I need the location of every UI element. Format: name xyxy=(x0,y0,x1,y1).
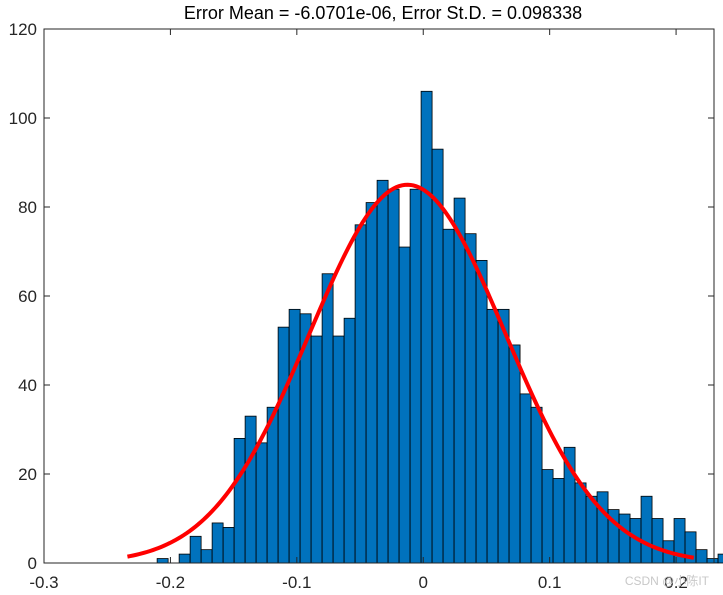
histogram-bar xyxy=(706,558,719,564)
histogram-bar xyxy=(574,482,587,564)
histogram-bar xyxy=(255,442,268,564)
y-tick-label: 20 xyxy=(18,465,37,484)
histogram-bar xyxy=(464,233,477,564)
histogram-bar xyxy=(398,246,411,564)
histogram-bar xyxy=(717,553,723,564)
histogram-bar xyxy=(387,188,400,564)
histogram-bar xyxy=(354,224,367,564)
histogram-bar xyxy=(288,308,301,564)
x-tick-label: 0.1 xyxy=(538,573,562,592)
histogram-bar xyxy=(596,491,609,564)
histogram-bar xyxy=(266,406,279,564)
y-tick-label: 120 xyxy=(9,20,37,39)
histogram-bar xyxy=(475,259,488,564)
y-tick-label: 60 xyxy=(18,287,37,306)
watermark: CSDN @小陈IT xyxy=(624,574,709,588)
histogram-bar xyxy=(508,344,521,564)
histogram-bar xyxy=(343,317,356,564)
histogram-bar xyxy=(618,513,631,564)
y-tick-label: 0 xyxy=(28,554,37,573)
histogram-bar xyxy=(552,478,565,564)
histogram-bar xyxy=(442,228,455,564)
histogram-bar xyxy=(640,495,653,564)
x-tick-label: -0.1 xyxy=(282,573,311,592)
histogram-bar xyxy=(189,535,202,564)
histogram-bar xyxy=(156,558,169,564)
chart-title: Error Mean = -6.0701e-06, Error St.D. = … xyxy=(184,3,582,23)
histogram-bar xyxy=(497,308,510,564)
histogram-bar xyxy=(222,527,235,564)
normal-fit-curve xyxy=(127,182,695,560)
histogram-bar xyxy=(409,188,422,564)
histogram-bar xyxy=(651,518,664,564)
histogram-bar xyxy=(200,549,213,564)
histogram-bar xyxy=(431,148,444,564)
x-axis: -0.3 -0.2 -0.1 0 0.1 0.2 xyxy=(29,29,688,592)
histogram-bar xyxy=(585,495,598,564)
histogram-bar xyxy=(365,202,378,564)
histogram-bar xyxy=(541,469,554,564)
y-tick-label: 40 xyxy=(18,376,37,395)
y-tick-label: 100 xyxy=(9,109,37,128)
histogram-bar xyxy=(530,406,543,564)
histogram-bar xyxy=(376,179,389,564)
histogram-bar xyxy=(486,308,499,564)
histogram-bar xyxy=(332,335,345,564)
histogram-bar xyxy=(178,553,191,564)
histogram-bar xyxy=(277,326,290,564)
histogram-bar xyxy=(244,415,257,564)
histogram-bar xyxy=(211,522,224,564)
y-axis: 0 20 40 60 80 100 120 xyxy=(9,20,714,573)
histogram-bar xyxy=(695,549,708,564)
x-tick-label: -0.3 xyxy=(29,573,58,592)
histogram-bar xyxy=(420,90,433,564)
histogram-bar xyxy=(310,335,323,564)
histogram-bars xyxy=(156,90,723,564)
x-tick-label: 0.2 xyxy=(664,573,688,592)
histogram-bar xyxy=(519,393,532,564)
x-tick-label: 0 xyxy=(419,573,428,592)
histogram-bar xyxy=(321,273,334,564)
y-tick-label: 80 xyxy=(18,198,37,217)
histogram-bar xyxy=(453,197,466,564)
histogram-bar xyxy=(233,437,246,564)
x-tick-label: -0.2 xyxy=(156,573,185,592)
